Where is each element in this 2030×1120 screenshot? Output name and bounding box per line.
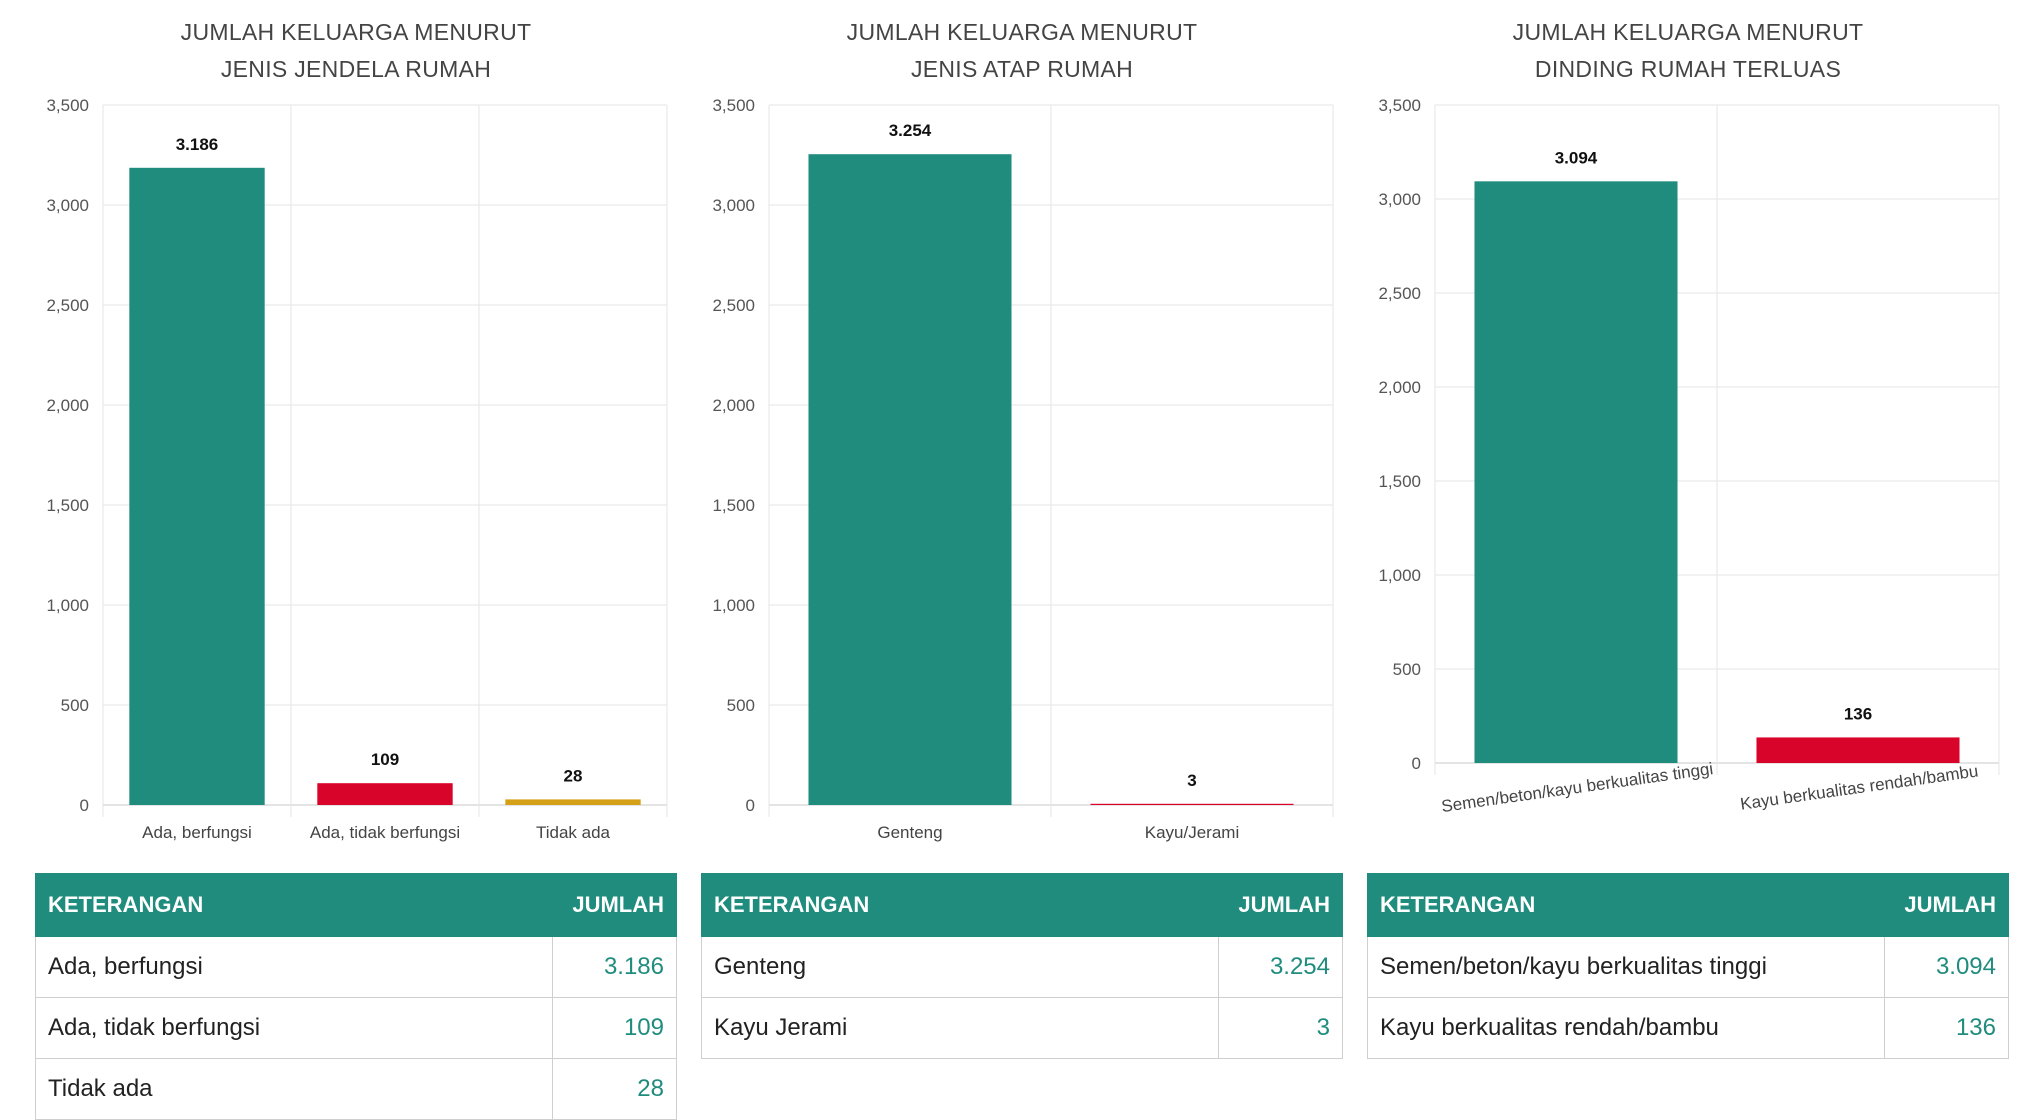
table-row: Tidak ada 28 bbox=[35, 1058, 677, 1120]
x-tick-label: Kayu berkualitas rendah/bambu bbox=[1739, 761, 1979, 813]
table-row: Ada, berfungsi 3.186 bbox=[35, 936, 677, 998]
table-header-keterangan: KETERANGAN bbox=[701, 873, 1219, 937]
y-tick-label: 2,000 bbox=[46, 396, 89, 415]
y-tick-label: 0 bbox=[80, 796, 89, 815]
bar-value-label: 3 bbox=[1187, 771, 1196, 790]
y-tick-label: 2,000 bbox=[712, 396, 755, 415]
y-tick-label: 1,000 bbox=[1378, 566, 1421, 585]
y-tick-label: 1,000 bbox=[712, 596, 755, 615]
table-header-keterangan: KETERANGAN bbox=[35, 873, 553, 937]
table-cell-label: Tidak ada bbox=[35, 1058, 553, 1120]
y-tick-label: 2,000 bbox=[1378, 378, 1421, 397]
table-cell-value: 136 bbox=[1884, 997, 2009, 1059]
y-tick-label: 3,000 bbox=[46, 196, 89, 215]
table-cell-value: 3.094 bbox=[1884, 936, 2009, 998]
bar-value-label: 109 bbox=[371, 750, 399, 769]
chart-panel-dinding: JUMLAH KELUARGA MENURUT DINDING RUMAH TE… bbox=[1367, 0, 2009, 1104]
chart-title-line-2: JENIS JENDELA RUMAH bbox=[220, 56, 492, 82]
y-tick-label: 2,500 bbox=[46, 296, 89, 315]
chart-title-line-1: JUMLAH KELUARGA MENURUT bbox=[846, 19, 1198, 45]
bar-value-label: 3.094 bbox=[1555, 148, 1598, 167]
y-tick-label: 0 bbox=[746, 796, 755, 815]
bar bbox=[505, 799, 641, 805]
chart-title: JUMLAH KELUARGA MENURUT DINDING RUMAH TE… bbox=[1367, 14, 2009, 88]
bar-value-label: 3.186 bbox=[176, 135, 219, 154]
table-cell-value: 3.254 bbox=[1218, 936, 1343, 998]
chart-title: JUMLAH KELUARGA MENURUT JENIS ATAP RUMAH bbox=[701, 14, 1343, 88]
table-header-jumlah: JUMLAH bbox=[1884, 873, 2009, 937]
y-tick-label: 3,000 bbox=[1378, 190, 1421, 209]
data-table-jendela: KETERANGAN JUMLAH Ada, berfungsi 3.186 A… bbox=[35, 873, 677, 1120]
table-cell-value: 109 bbox=[552, 997, 677, 1059]
table-cell-value: 28 bbox=[552, 1058, 677, 1120]
y-tick-label: 2,500 bbox=[1378, 284, 1421, 303]
chart-title-line-1: JUMLAH KELUARGA MENURUT bbox=[180, 19, 532, 45]
y-tick-label: 3,500 bbox=[46, 96, 89, 115]
x-tick-label: Tidak ada bbox=[536, 823, 611, 842]
chart-title-line-1: JUMLAH KELUARGA MENURUT bbox=[1512, 19, 1864, 45]
table-header-keterangan: KETERANGAN bbox=[1367, 873, 1885, 937]
bar bbox=[1474, 181, 1678, 763]
chart-panel-atap: JUMLAH KELUARGA MENURUT JENIS ATAP RUMAH… bbox=[701, 0, 1343, 1104]
y-tick-label: 1,000 bbox=[46, 596, 89, 615]
bar-value-label: 3.254 bbox=[889, 121, 932, 140]
bar bbox=[317, 783, 453, 805]
y-tick-label: 500 bbox=[727, 696, 755, 715]
chart-title-line-2: DINDING RUMAH TERLUAS bbox=[1534, 56, 1842, 82]
data-table-dinding: KETERANGAN JUMLAH Semen/beton/kayu berku… bbox=[1367, 873, 2009, 1059]
x-tick-label: Ada, tidak berfungsi bbox=[310, 823, 460, 842]
table-cell-label: Ada, berfungsi bbox=[35, 936, 553, 998]
chart-title-line-2: JENIS ATAP RUMAH bbox=[910, 56, 1134, 82]
y-tick-label: 3,500 bbox=[1378, 96, 1421, 115]
y-tick-label: 2,500 bbox=[712, 296, 755, 315]
x-tick-label: Semen/beton/kayu berkualitas tinggi bbox=[1440, 759, 1714, 816]
x-tick-label: Genteng bbox=[877, 823, 942, 842]
bar-value-label: 136 bbox=[1844, 704, 1872, 723]
x-tick-label: Ada, berfungsi bbox=[142, 823, 252, 842]
bar-chart-jendela: 0 500 1,000 1,500 2,000 2,500 3,000 3,500 3.186 A… bbox=[46, 96, 668, 842]
chart-panel-jendela: JUMLAH KELUARGA MENURUT JENIS JENDELA RU… bbox=[35, 0, 677, 1120]
y-tick-label: 1,500 bbox=[712, 496, 755, 515]
table-cell-label: Ada, tidak berfungsi bbox=[35, 997, 553, 1059]
y-tick-label: 3,000 bbox=[712, 196, 755, 215]
bar bbox=[1756, 737, 1960, 763]
data-table-atap: KETERANGAN JUMLAH Genteng 3.254 Kayu Jer… bbox=[701, 873, 1343, 1059]
table-row: Kayu berkualitas rendah/bambu 136 bbox=[1367, 997, 2009, 1059]
bar bbox=[129, 167, 265, 806]
bar-chart-atap: 0 500 1,000 1,500 2,000 2,500 3,000 3,500 3.254 G… bbox=[712, 96, 1334, 842]
table-row: Ada, tidak berfungsi 109 bbox=[35, 997, 677, 1059]
table-row: Genteng 3.254 bbox=[701, 936, 1343, 998]
bar-chart-dinding: 0 500 1,000 1,500 2,000 2,500 3,000 3,500 3.094 S… bbox=[1378, 96, 2000, 816]
chart-title: JUMLAH KELUARGA MENURUT JENIS JENDELA RU… bbox=[35, 14, 677, 88]
bar bbox=[808, 154, 1012, 805]
table-header-jumlah: JUMLAH bbox=[1218, 873, 1343, 937]
table-cell-label: Genteng bbox=[701, 936, 1219, 998]
table-cell-value: 3 bbox=[1218, 997, 1343, 1059]
x-tick-label: Kayu/Jerami bbox=[1145, 823, 1239, 842]
y-tick-label: 500 bbox=[61, 696, 89, 715]
table-cell-label: Kayu Jerami bbox=[701, 997, 1219, 1059]
y-tick-label: 1,500 bbox=[46, 496, 89, 515]
table-cell-label: Semen/beton/kayu berkualitas tinggi bbox=[1367, 936, 1885, 998]
bar bbox=[1090, 803, 1294, 805]
y-tick-label: 500 bbox=[1393, 660, 1421, 679]
table-cell-value: 3.186 bbox=[552, 936, 677, 998]
table-row: Semen/beton/kayu berkualitas tinggi 3.09… bbox=[1367, 936, 2009, 998]
y-tick-label: 3,500 bbox=[712, 96, 755, 115]
y-tick-label: 0 bbox=[1412, 754, 1421, 773]
y-tick-label: 1,500 bbox=[1378, 472, 1421, 491]
table-header-jumlah: JUMLAH bbox=[552, 873, 677, 937]
table-row: Kayu Jerami 3 bbox=[701, 997, 1343, 1059]
bar-value-label: 28 bbox=[564, 766, 583, 785]
table-cell-label: Kayu berkualitas rendah/bambu bbox=[1367, 997, 1885, 1059]
